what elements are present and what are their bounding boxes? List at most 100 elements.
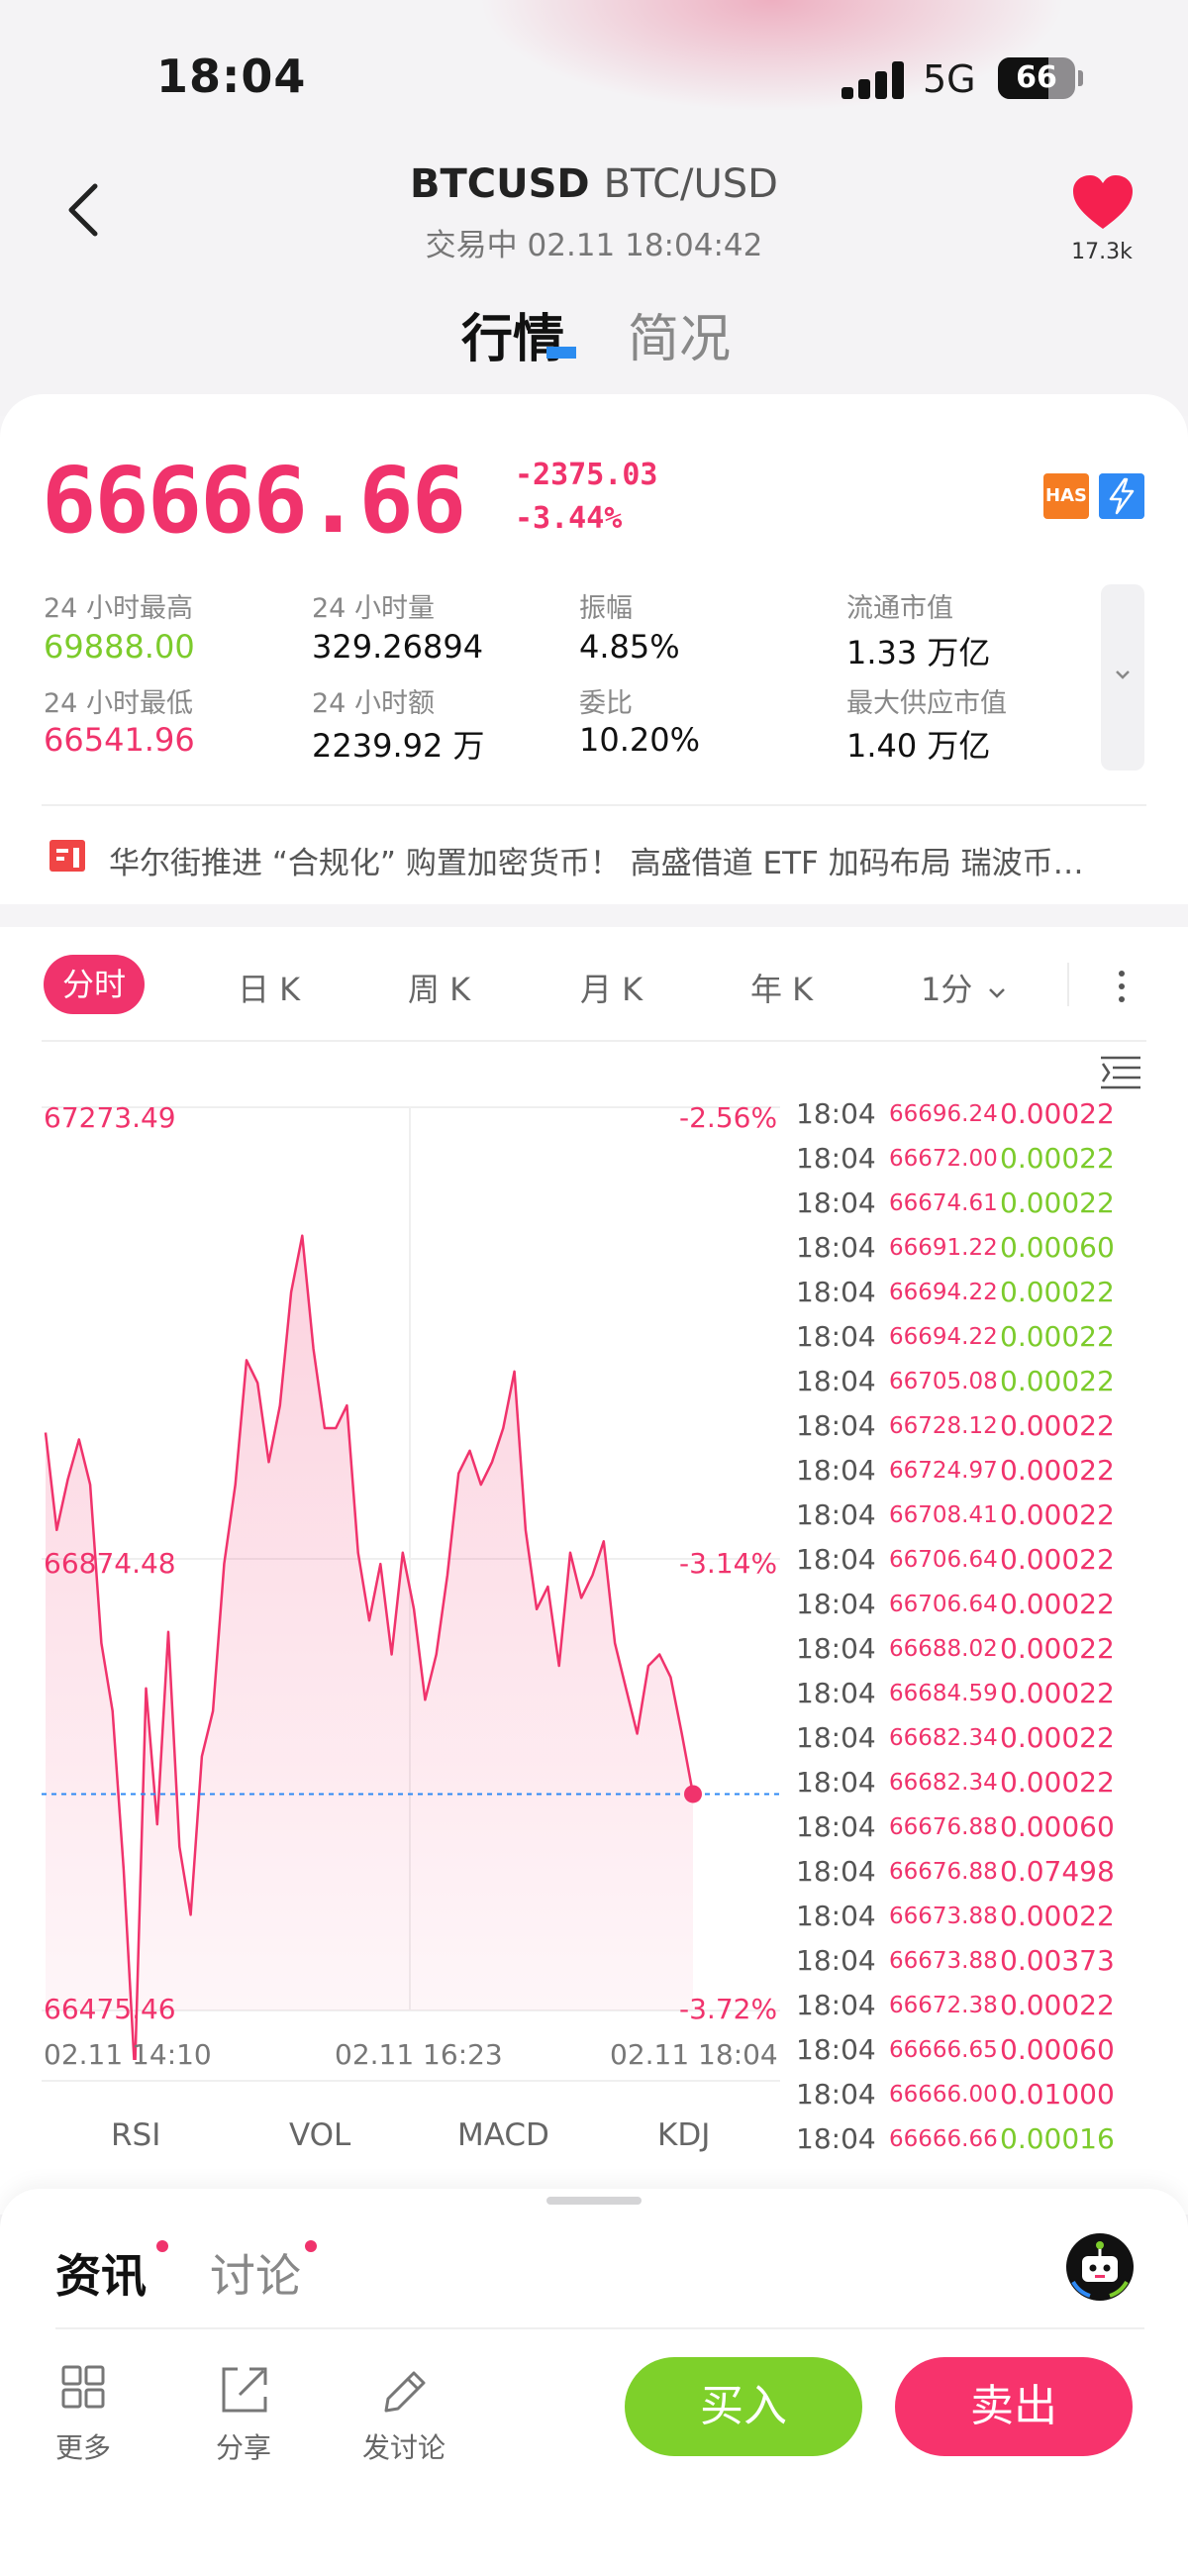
header-background — [0, 0, 1188, 416]
action-more-label[interactable]: 更多 — [54, 2431, 111, 2464]
sheet-handle[interactable] — [546, 2197, 642, 2205]
trade-time: 18:04 — [796, 1989, 876, 2021]
status-bar: 18:04 5G 66 — [0, 0, 1188, 149]
indicator-kdj[interactable]: KDJ — [657, 2117, 711, 2153]
trade-time: 18:04 — [796, 1900, 876, 1932]
period-month[interactable]: 月 K — [580, 971, 644, 1008]
stat-value: 2239.92 万 — [312, 727, 485, 765]
trade-row: 18:04 66673.88 0.00373 — [792, 1944, 1188, 1989]
tab-news[interactable]: 资讯 — [55, 2249, 147, 2303]
stat-label: 24 小时额 — [312, 688, 435, 719]
battery-level: 66 — [1016, 60, 1057, 95]
divider — [42, 1040, 1146, 1042]
y-axis-min: 66475.46 — [44, 1993, 176, 2025]
trade-price: 66672.00 — [889, 1146, 998, 1172]
trade-row: 18:04 66676.88 0.07498 — [792, 1855, 1188, 1900]
period-interval-select[interactable]: 1分 — [921, 965, 1007, 1010]
back-icon[interactable] — [61, 180, 111, 240]
trade-volume: 0.00060 — [1000, 2033, 1115, 2066]
trade-row: 18:04 66706.64 0.00022 — [792, 1588, 1188, 1632]
indicator-rsi[interactable]: RSI — [111, 2117, 161, 2153]
trade-row: 18:04 66694.22 0.00022 — [792, 1320, 1188, 1365]
trade-row: 18:04 66674.61 0.00022 — [792, 1186, 1188, 1231]
trade-time: 18:04 — [796, 1409, 876, 1442]
robot-icon[interactable] — [1065, 2232, 1135, 2302]
status-time: 18:04 — [156, 50, 307, 103]
trade-time: 18:04 — [796, 1632, 876, 1665]
heart-icon[interactable] — [1071, 173, 1135, 231]
trade-row: 18:04 66666.65 0.00060 — [792, 2033, 1188, 2078]
trade-price: 66666.65 — [889, 2037, 998, 2063]
x-axis-start: 02.11 14:10 — [44, 2038, 212, 2071]
trade-row: 18:04 66684.59 0.00022 — [792, 1677, 1188, 1721]
period-week[interactable]: 周 K — [408, 971, 471, 1008]
trade-volume: 0.07498 — [1000, 1855, 1115, 1888]
trade-row: 18:04 66688.02 0.00022 — [792, 1632, 1188, 1677]
trade-price: 66682.34 — [889, 1725, 998, 1751]
share-icon[interactable] — [204, 2363, 283, 2419]
trade-price: 66674.61 — [889, 1190, 998, 1216]
trade-row: 18:04 66724.97 0.00022 — [792, 1454, 1188, 1498]
trade-price: 66672.38 — [889, 1993, 998, 2018]
has-badge[interactable]: HAS — [1043, 473, 1089, 519]
trade-price: 66666.66 — [889, 2126, 998, 2152]
trade-price: 66682.34 — [889, 1770, 998, 1796]
stat-label: 24 小时量 — [312, 593, 435, 624]
trade-price: 66673.88 — [889, 1904, 998, 1929]
chevron-down-icon — [1116, 670, 1130, 679]
stat-value: 69888.00 — [44, 628, 195, 666]
list-icon[interactable] — [1101, 1054, 1140, 1089]
trade-time: 18:04 — [796, 1365, 876, 1397]
action-post-label[interactable]: 发讨论 — [361, 2431, 446, 2464]
indicator-vol[interactable]: VOL — [289, 2117, 351, 2153]
pct-axis-mid: -3.14% — [679, 1547, 778, 1580]
chevron-down-icon — [988, 988, 1005, 998]
trade-price: 66688.02 — [889, 1636, 998, 1662]
trade-price: 66691.22 — [889, 1235, 998, 1261]
x-axis-mid: 02.11 16:23 — [335, 2038, 503, 2071]
tab-brief[interactable]: 简况 — [628, 310, 732, 369]
trade-time: 18:04 — [796, 1186, 876, 1219]
period-timeshare[interactable]: 分时 — [44, 955, 145, 1014]
trade-volume: 0.01000 — [1000, 2078, 1115, 2111]
trade-price: 66676.88 — [889, 1814, 998, 1840]
discuss-badge-dot — [305, 2240, 317, 2252]
expand-stats-button[interactable] — [1101, 584, 1144, 771]
trade-volume: 0.00022 — [1000, 1989, 1115, 2021]
trade-time: 18:04 — [796, 1498, 876, 1531]
action-share-label[interactable]: 分享 — [215, 2431, 271, 2464]
more-vertical-icon[interactable] — [1107, 967, 1137, 1006]
trade-row: 18:04 66694.22 0.00022 — [792, 1276, 1188, 1320]
sell-button[interactable]: 卖出 — [895, 2357, 1133, 2456]
period-day[interactable]: 日 K — [238, 971, 301, 1008]
trade-volume: 0.00022 — [1000, 1409, 1115, 1442]
trade-time: 18:04 — [796, 1766, 876, 1799]
trade-time: 18:04 — [796, 1944, 876, 1977]
trade-price: 66706.64 — [889, 1547, 998, 1573]
price-chart[interactable] — [0, 1089, 792, 2060]
price-area — [46, 1235, 693, 2060]
trade-price: 66694.22 — [889, 1280, 998, 1305]
grid-icon[interactable] — [44, 2363, 123, 2419]
trade-time: 18:04 — [796, 1855, 876, 1888]
trade-volume: 0.00022 — [1000, 1186, 1115, 1219]
tab-quote[interactable]: 行情 — [461, 310, 565, 369]
price-change-percent: -3.44% — [515, 501, 623, 536]
trade-row: 18:04 66728.12 0.00022 — [792, 1409, 1188, 1454]
trade-list[interactable]: 18:04 66696.24 0.00022 18:04 66672.00 0.00022… — [792, 1085, 1188, 2175]
news-ticker[interactable]: 华尔街推进 “合规化” 购置加密货币！ 高盛借道 ETF 加码布局 瑞波币… — [109, 846, 1084, 881]
trade-time: 18:04 — [796, 2122, 876, 2155]
trade-time: 18:04 — [796, 2078, 876, 2111]
bolt-icon[interactable] — [1099, 473, 1144, 519]
buy-button[interactable]: 买入 — [625, 2357, 862, 2456]
trade-time: 18:04 — [796, 1588, 876, 1620]
trade-time: 18:04 — [796, 1721, 876, 1754]
period-year[interactable]: 年 K — [750, 971, 814, 1008]
indicator-macd[interactable]: MACD — [457, 2117, 549, 2153]
active-tab-indicator — [546, 347, 576, 359]
price-change: -2375.03 — [515, 458, 658, 492]
tab-discuss[interactable]: 讨论 — [210, 2249, 301, 2303]
trade-volume: 0.00016 — [1000, 2122, 1115, 2155]
pencil-icon[interactable] — [364, 2363, 444, 2419]
signal-icon — [842, 61, 905, 99]
